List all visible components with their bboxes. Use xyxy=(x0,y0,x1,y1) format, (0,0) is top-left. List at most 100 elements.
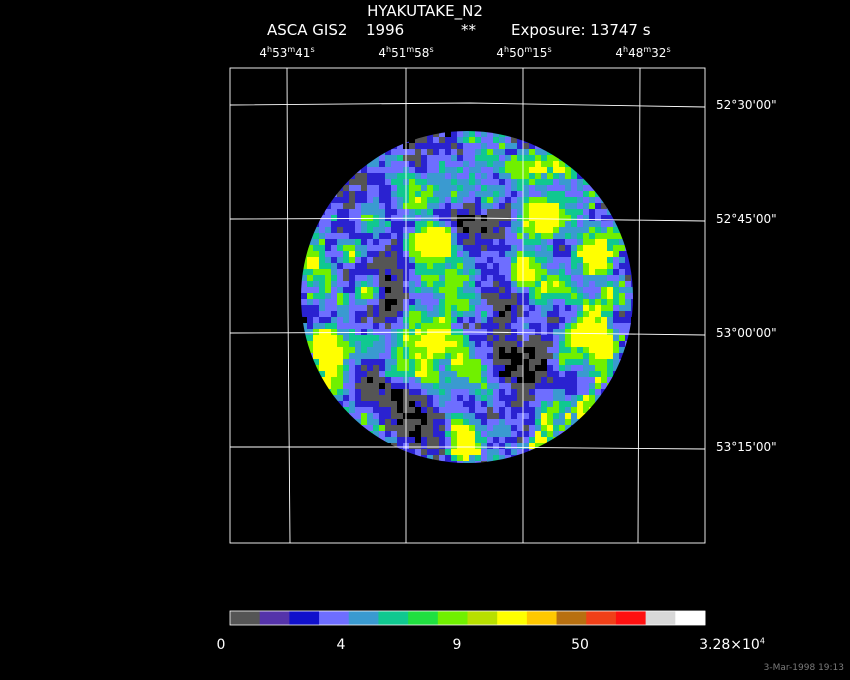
image-pixel xyxy=(445,335,451,341)
image-pixel xyxy=(583,353,589,359)
image-pixel xyxy=(415,239,421,245)
image-pixel xyxy=(433,461,439,463)
image-pixel xyxy=(301,269,307,275)
image-pixel xyxy=(433,311,439,317)
image-pixel xyxy=(511,377,517,383)
image-pixel xyxy=(505,257,511,263)
image-pixel xyxy=(391,407,397,413)
image-pixel xyxy=(511,275,517,281)
image-pixel xyxy=(475,455,481,461)
image-pixel xyxy=(379,227,385,233)
image-pixel xyxy=(439,455,445,461)
image-pixel xyxy=(349,317,355,323)
image-pixel xyxy=(451,365,457,371)
image-pixel xyxy=(541,149,547,155)
image-pixel xyxy=(613,353,619,359)
image-pixel xyxy=(541,443,547,449)
image-pixel xyxy=(517,185,523,191)
image-pixel xyxy=(487,185,493,191)
image-pixel xyxy=(535,209,541,215)
image-pixel xyxy=(541,311,547,317)
image-pixel xyxy=(319,287,325,293)
image-pixel xyxy=(517,233,523,239)
image-pixel xyxy=(547,437,553,443)
image-pixel xyxy=(373,275,379,281)
image-pixel xyxy=(583,263,589,269)
image-pixel xyxy=(583,245,589,251)
image-pixel xyxy=(301,275,307,281)
image-pixel xyxy=(511,197,517,203)
image-pixel xyxy=(547,167,553,173)
image-pixel xyxy=(457,239,463,245)
image-pixel xyxy=(421,299,427,305)
image-pixel xyxy=(337,209,343,215)
image-pixel xyxy=(415,455,421,461)
image-pixel xyxy=(331,281,337,287)
image-pixel xyxy=(325,329,331,335)
image-pixel xyxy=(505,131,511,137)
image-pixel xyxy=(319,371,325,377)
ra-label: 4h48m32s xyxy=(615,45,671,61)
image-pixel xyxy=(421,455,427,461)
image-pixel xyxy=(571,191,577,197)
image-pixel xyxy=(523,419,529,425)
image-pixel xyxy=(325,215,331,221)
image-pixel xyxy=(535,155,541,161)
image-pixel xyxy=(613,299,619,305)
image-pixel xyxy=(607,275,613,281)
image-pixel xyxy=(397,449,403,455)
image-pixel xyxy=(571,197,577,203)
image-pixel xyxy=(625,341,631,347)
image-pixel xyxy=(529,383,535,389)
image-pixel xyxy=(397,287,403,293)
image-pixel xyxy=(535,263,541,269)
image-pixel xyxy=(535,287,541,293)
image-pixel xyxy=(565,323,571,329)
image-pixel xyxy=(601,299,607,305)
image-pixel xyxy=(499,197,505,203)
image-pixel xyxy=(427,209,433,215)
image-pixel xyxy=(595,245,601,251)
image-pixel xyxy=(463,299,469,305)
image-pixel xyxy=(379,293,385,299)
image-pixel xyxy=(529,215,535,221)
image-pixel xyxy=(391,431,397,437)
image-pixel xyxy=(385,347,391,353)
image-pixel xyxy=(457,209,463,215)
image-pixel xyxy=(535,203,541,209)
image-pixel xyxy=(301,323,307,329)
image-pixel xyxy=(487,275,493,281)
image-pixel xyxy=(475,383,481,389)
image-pixel xyxy=(535,305,541,311)
image-pixel xyxy=(607,233,613,239)
image-pixel xyxy=(613,347,619,353)
image-pixel xyxy=(547,227,553,233)
image-pixel xyxy=(613,341,619,347)
image-pixel xyxy=(337,191,343,197)
image-pixel xyxy=(619,287,625,293)
image-pixel xyxy=(577,245,583,251)
colorbar-max-label: 3.28×104 xyxy=(699,636,765,653)
image-pixel xyxy=(427,347,433,353)
image-pixel xyxy=(349,233,355,239)
image-pixel xyxy=(517,281,523,287)
image-pixel xyxy=(571,185,577,191)
image-pixel xyxy=(433,185,439,191)
image-pixel xyxy=(613,257,619,263)
image-pixel xyxy=(535,293,541,299)
image-pixel xyxy=(415,149,421,155)
image-pixel xyxy=(595,323,601,329)
image-pixel xyxy=(361,257,367,263)
image-pixel xyxy=(577,365,583,371)
image-pixel xyxy=(493,281,499,287)
image-pixel xyxy=(373,203,379,209)
image-pixel xyxy=(421,191,427,197)
image-pixel xyxy=(535,143,541,149)
image-pixel xyxy=(487,161,493,167)
image-pixel xyxy=(457,179,463,185)
image-pixel xyxy=(463,323,469,329)
image-pixel xyxy=(439,137,445,143)
image-pixel xyxy=(577,311,583,317)
image-pixel xyxy=(379,203,385,209)
image-pixel xyxy=(457,191,463,197)
